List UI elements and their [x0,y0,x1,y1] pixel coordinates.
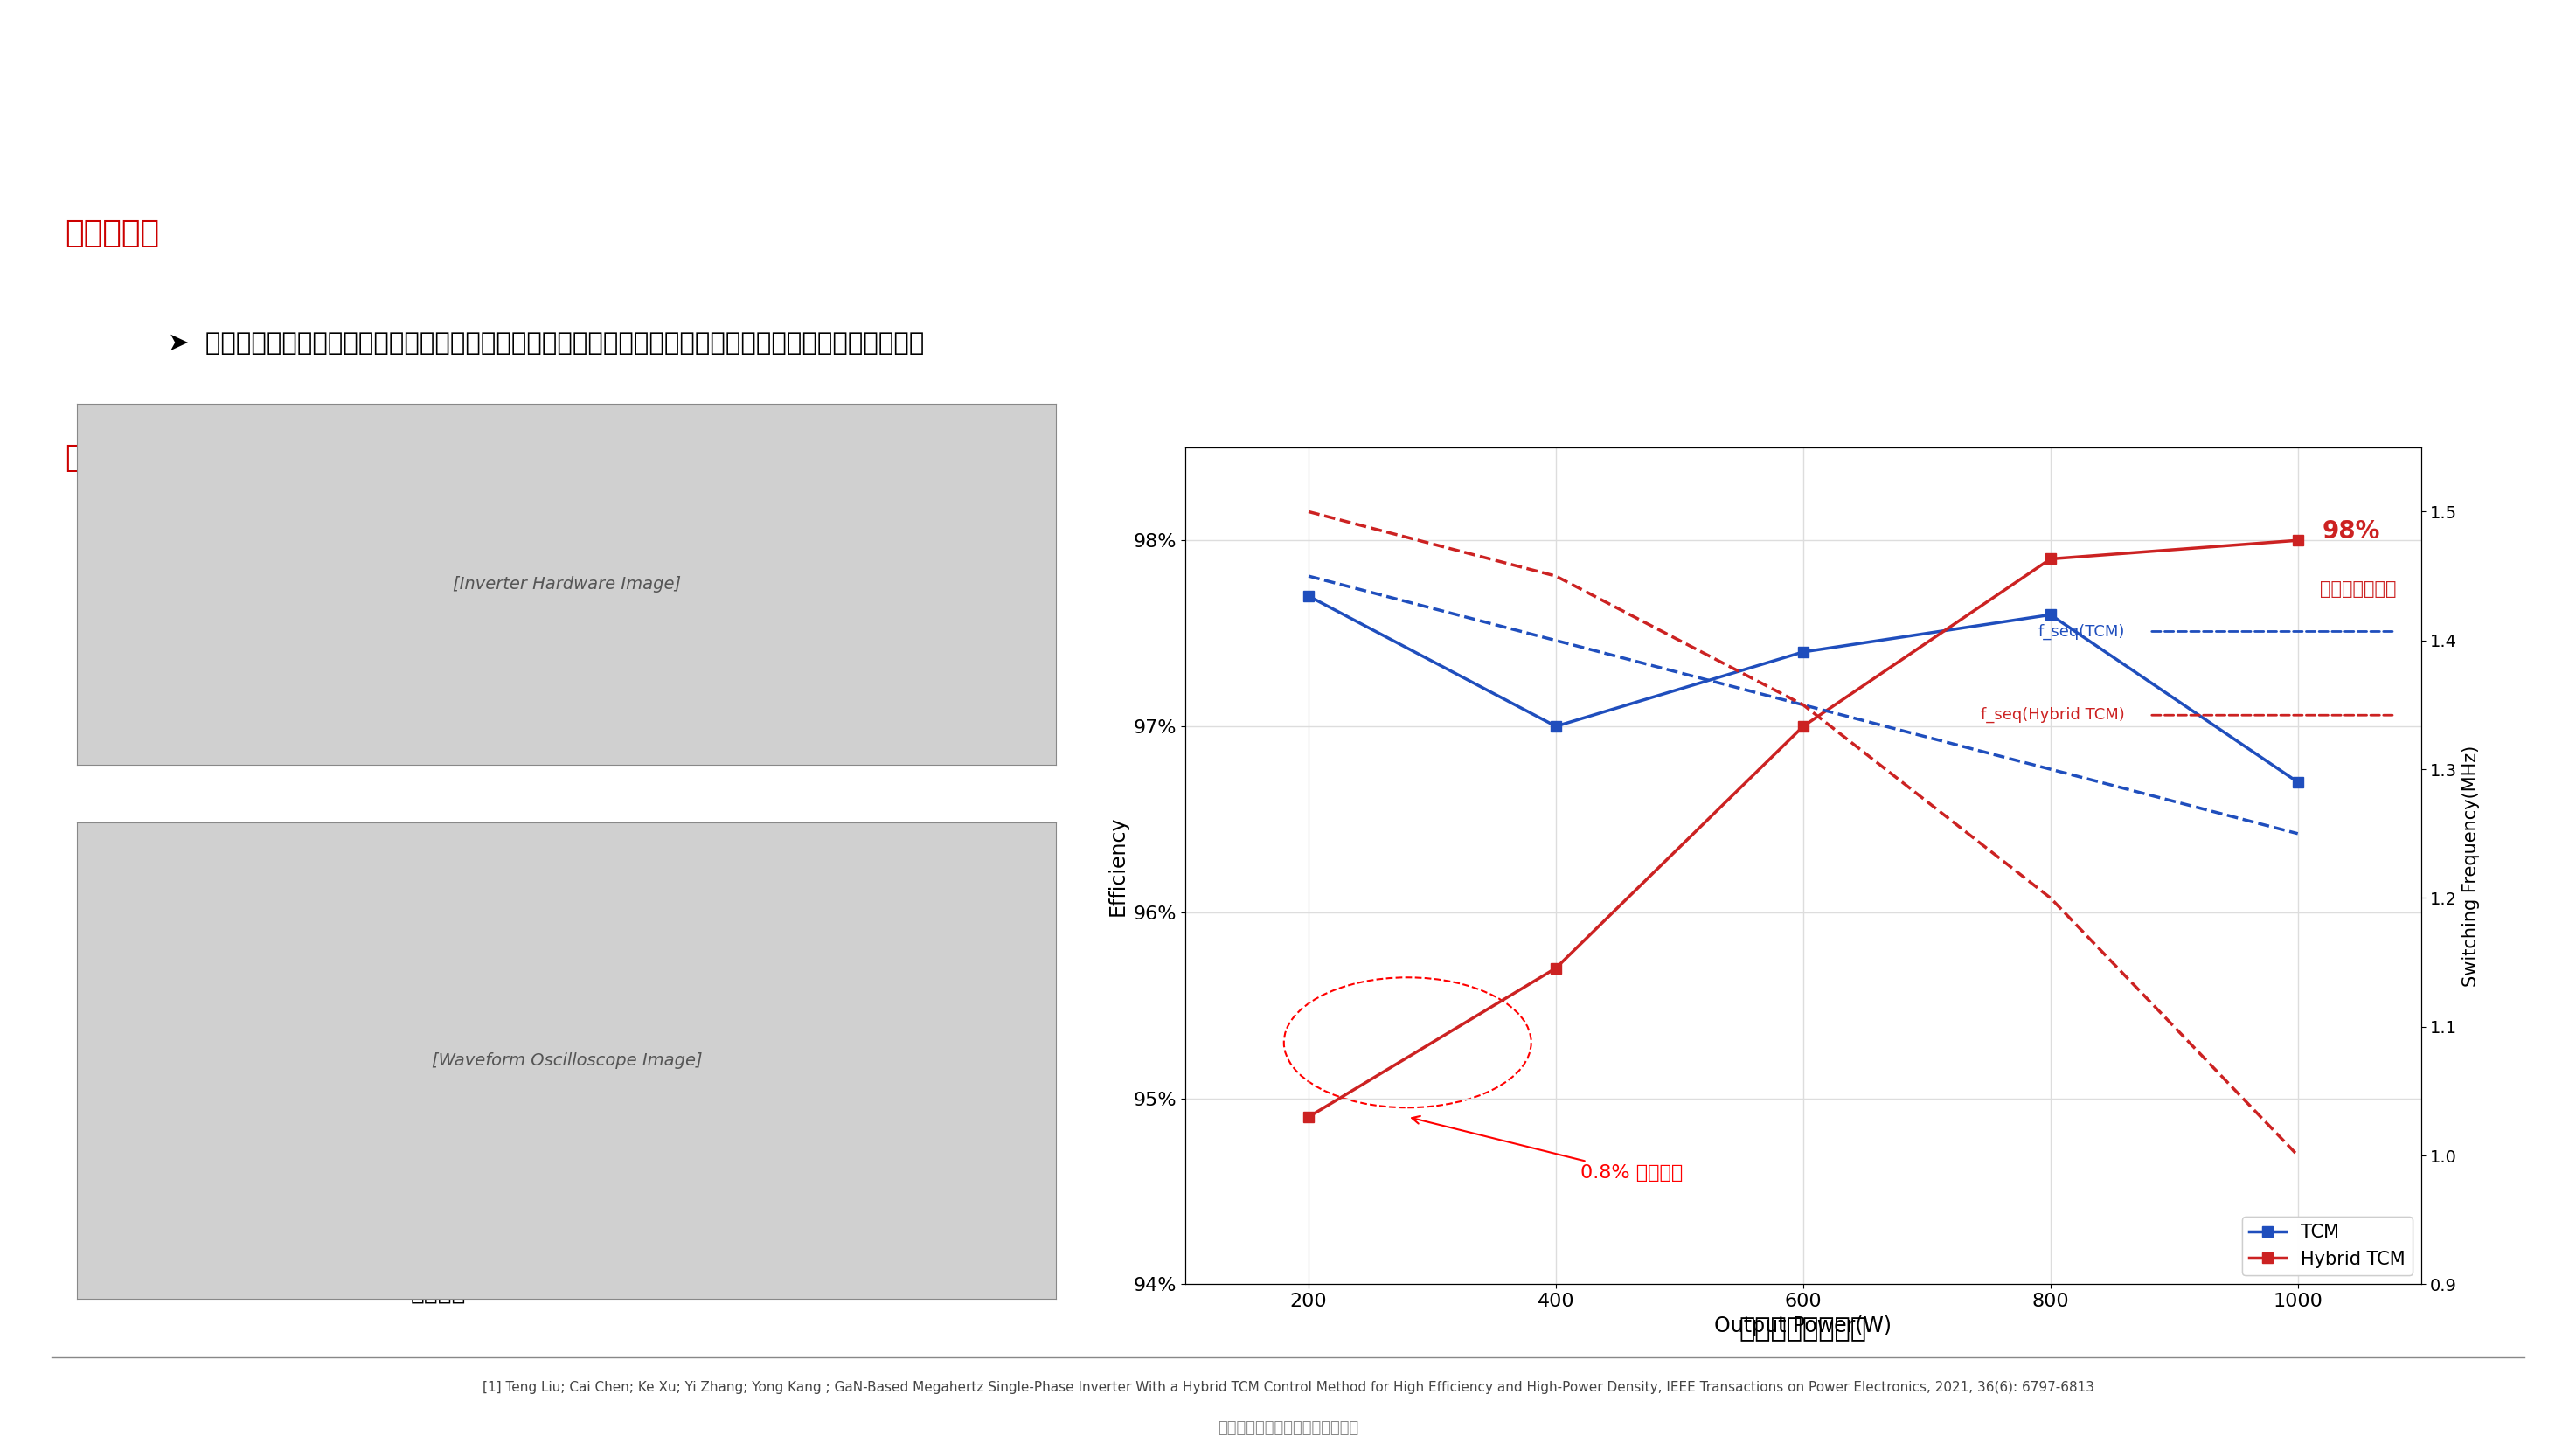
Hybrid TCM [2282,531,2313,548]
f_seq(Hybrid TCM) [2035,889,2066,906]
f_seq(Hybrid TCM) [1293,504,1324,521]
Text: [Inverter Hardware Image]: [Inverter Hardware Image] [453,576,680,593]
Text: [1] Teng Liu; Cai Chen; Ke Xu; Yi Zhang; Yong Kang ; GaN-Based Megahertz Single-: [1] Teng Liu; Cai Chen; Ke Xu; Yi Zhang;… [482,1381,2094,1394]
Text: [Waveform Oscilloscope Image]: [Waveform Oscilloscope Image] [430,1052,703,1069]
TCM [2282,773,2313,791]
Text: S  HUST
 EEE: S HUST EEE [77,25,170,69]
Text: 实验波形: 实验波形 [410,1281,466,1304]
Line: TCM: TCM [1303,590,2303,788]
Text: 98%: 98% [2324,519,2380,543]
Text: 等效开关频率：: 等效开关频率： [2321,580,2396,597]
f_seq(TCM) [1293,567,1324,584]
Text: 中国电工技术学会新媒体平台发布: 中国电工技术学会新媒体平台发布 [1218,1420,1358,1436]
X-axis label: Output Power(W): Output Power(W) [1716,1315,1891,1336]
Hybrid TCM [2035,550,2066,567]
Line: f_seq(Hybrid TCM): f_seq(Hybrid TCM) [1309,512,2298,1156]
Text: f_seq(Hybrid TCM): f_seq(Hybrid TCM) [1981,707,2125,723]
f_seq(Hybrid TCM) [1788,696,1819,713]
Hybrid TCM [1540,960,1571,977]
Legend: TCM, Hybrid TCM: TCM, Hybrid TCM [2241,1216,2411,1276]
Text: ➤  1kW非隔离型单相逆变器样机最高开关频率得到限制，峰值效率达到98%，功率密度达到135W/in³。: ➤ 1kW非隔离型单相逆变器样机最高开关频率得到限制，峰值效率达到98%，功率密… [167,556,984,580]
Text: 0.8% 效率提升: 0.8% 效率提升 [1412,1115,1682,1182]
TCM [2035,606,2066,623]
Line: f_seq(TCM): f_seq(TCM) [1309,576,2298,834]
Line: Hybrid TCM: Hybrid TCM [1303,535,2303,1123]
TCM [1788,644,1819,661]
Y-axis label: Efficiency: Efficiency [1108,815,1128,916]
Hybrid TCM [1788,717,1819,734]
Text: 研究效果：: 研究效果： [64,443,160,473]
Text: 高频高效混合调制软开关双极性单相无变压器逆变器: 高频高效混合调制软开关双极性单相无变压器逆变器 [636,25,1270,69]
Text: 1kW高频高效单相逆变器样机: 1kW高频高效单相逆变器样机 [337,1042,538,1065]
Hybrid TCM [1293,1108,1324,1126]
f_seq(Hybrid TCM) [2282,1147,2313,1165]
Text: 研究进展：: 研究进展： [64,218,160,248]
Text: ➤  采用三角电流调制与准恒频三角电流混合调制限频，根据工况实时选取最优混合比例实现变换器高效运行。: ➤ 采用三角电流调制与准恒频三角电流混合调制限频，根据工况实时选取最优混合比例实… [167,330,925,355]
f_seq(TCM) [2035,760,2066,778]
f_seq(Hybrid TCM) [1540,567,1571,584]
f_seq(TCM) [1540,632,1571,649]
TCM [1293,587,1324,605]
TCM [1540,717,1571,734]
Text: 效率对比测试结果: 效率对比测试结果 [1739,1316,1868,1342]
f_seq(TCM) [2282,825,2313,843]
f_seq(TCM) [1788,696,1819,713]
Text: f_seq(TCM): f_seq(TCM) [2038,623,2125,639]
Y-axis label: Switching Frequency(MHz): Switching Frequency(MHz) [2463,745,2481,987]
